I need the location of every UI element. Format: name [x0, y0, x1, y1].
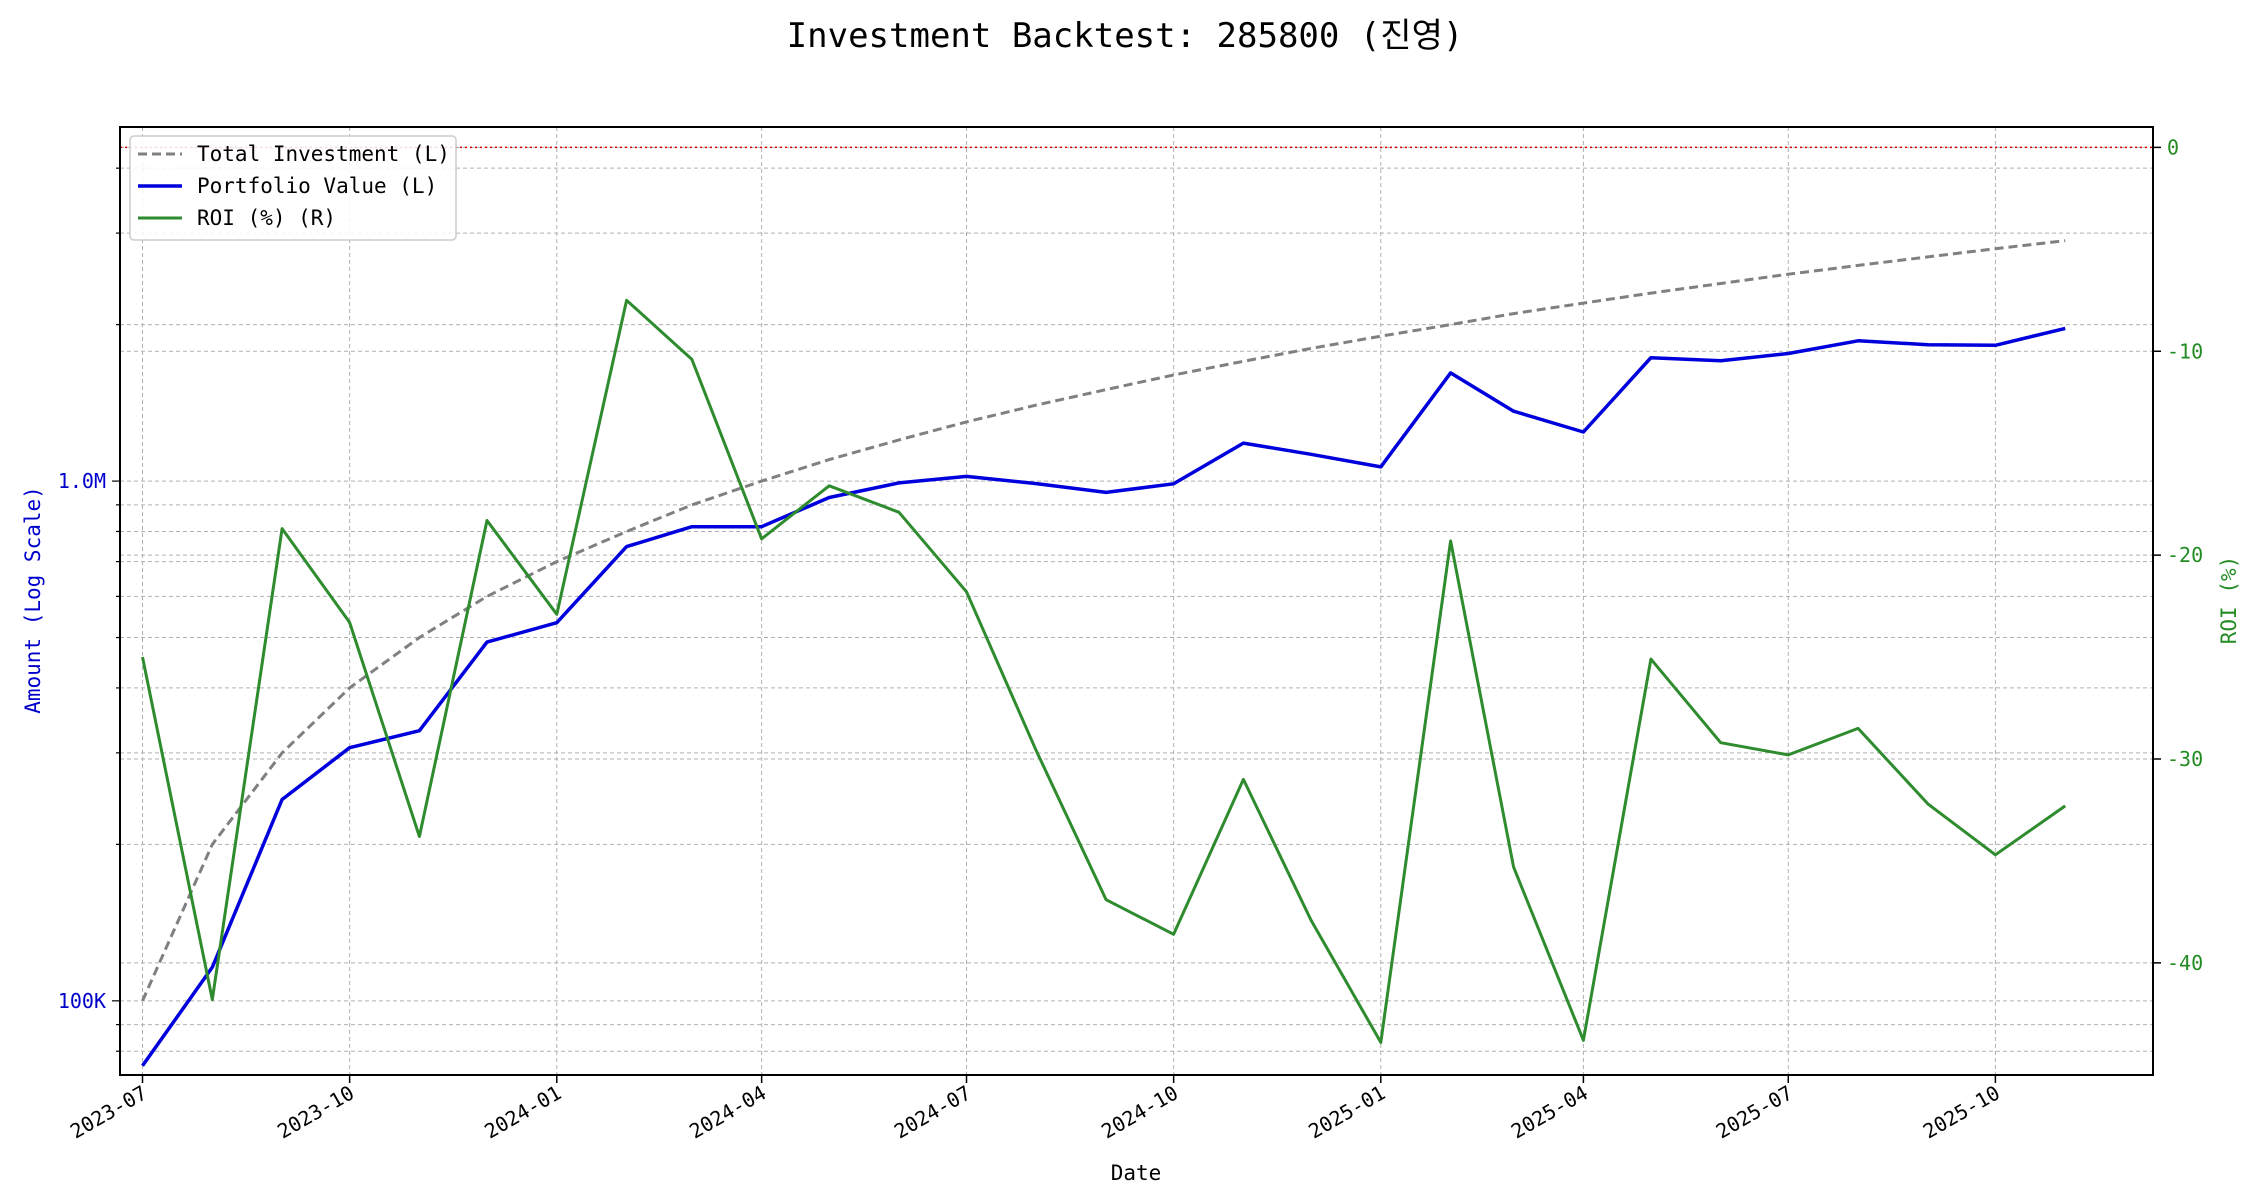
x-tick-label: 2025-07 [1712, 1081, 1797, 1144]
legend-label-portfolio-value: Portfolio Value (L) [197, 174, 437, 198]
x-tick-label: 2025-01 [1304, 1081, 1389, 1144]
left-tick-label: 100K [58, 989, 106, 1013]
right-axis-ticks: 0 -10 -20 -30 -40 [2153, 135, 2203, 975]
x-tick-label: 2024-10 [1097, 1081, 1182, 1144]
right-tick-label: 0 [2167, 135, 2179, 159]
x-tick-label: 2024-07 [890, 1081, 975, 1144]
series-lines [141, 239, 2067, 1067]
legend-box [129, 135, 457, 241]
right-tick-label: -20 [2167, 543, 2203, 567]
right-tick-label: -10 [2167, 339, 2203, 363]
x-tick-label: 2024-01 [480, 1081, 565, 1144]
legend-label-roi: ROI (%) (R) [197, 206, 336, 230]
total-investment-line [141, 239, 2066, 1002]
right-axis-label: ROI (%) [2217, 556, 2241, 645]
left-axis-label: Amount (Log Scale) [21, 486, 45, 714]
portfolio-value-line [141, 326, 2066, 1067]
chart-title: Investment Backtest: 285800 (진영) [787, 16, 1464, 56]
x-tick-label: 2023-10 [273, 1081, 358, 1144]
grid-lines [120, 127, 2153, 1075]
x-axis-ticks: 2023-07 2023-10 2024-01 2024-04 2024-07 2024-… [66, 1075, 2004, 1143]
legend-label-total-investment: Total Investment (L) [197, 142, 450, 166]
x-tick-label: 2024-04 [685, 1081, 770, 1144]
x-tick-label: 2025-04 [1507, 1081, 1592, 1144]
legend: Total Investment (L) Portfolio Value (L)… [129, 135, 457, 241]
roi-line [141, 298, 2067, 1044]
left-tick-label: 1.0M [58, 469, 106, 493]
x-axis-label: Date [1111, 1161, 1162, 1185]
x-tick-label: 2023-07 [66, 1081, 151, 1144]
left-axis-ticks: 100K 1.0M [58, 167, 120, 1052]
x-tick-label: 2025-10 [1919, 1081, 2004, 1144]
plot-frame [119, 126, 2154, 1076]
right-tick-label: -40 [2167, 951, 2203, 975]
right-tick-label: -30 [2167, 747, 2203, 771]
